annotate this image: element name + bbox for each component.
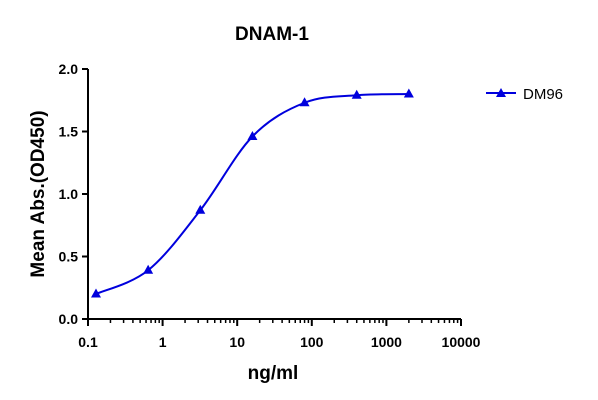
- data-point-dm96: [143, 264, 154, 274]
- y-tick-label: 1.0: [59, 186, 79, 202]
- x-tick-label: 1000: [371, 334, 402, 350]
- y-axis-label: Mean Abs.(OD450): [28, 110, 49, 277]
- data-point-dm96: [351, 89, 362, 99]
- y-tick-label: 0.0: [59, 311, 79, 327]
- x-tick-label: 100: [300, 334, 324, 350]
- legend-label-dm96: DM96: [523, 86, 563, 103]
- y-tick-label: 2.0: [59, 61, 79, 77]
- plot-area: [90, 88, 414, 298]
- data-point-dm96: [247, 131, 258, 140]
- x-tick-label: 10000: [442, 334, 481, 350]
- data-point-dm96: [299, 97, 310, 107]
- chart-title: DNAM-1: [235, 24, 309, 45]
- data-point-dm96: [403, 88, 414, 98]
- x-axis: 0.1 1 10 100 1000 10000: [78, 318, 481, 350]
- y-tick-label: 0.5: [59, 249, 79, 265]
- data-point-dm96: [195, 204, 206, 214]
- series-line-dm96: [95, 93, 409, 295]
- legend-marker-dm96: [496, 88, 506, 97]
- legend: DM96: [486, 86, 563, 103]
- x-axis-label: ng/ml: [248, 363, 299, 384]
- data-point-dm96: [90, 288, 101, 298]
- y-axis: 0.0 0.5 1.0 1.5 2.0: [59, 61, 89, 327]
- y-tick-label: 1.5: [59, 124, 79, 140]
- x-tick-label: 0.1: [78, 334, 98, 350]
- x-tick-label: 1: [159, 334, 167, 350]
- x-tick-label: 10: [229, 334, 245, 350]
